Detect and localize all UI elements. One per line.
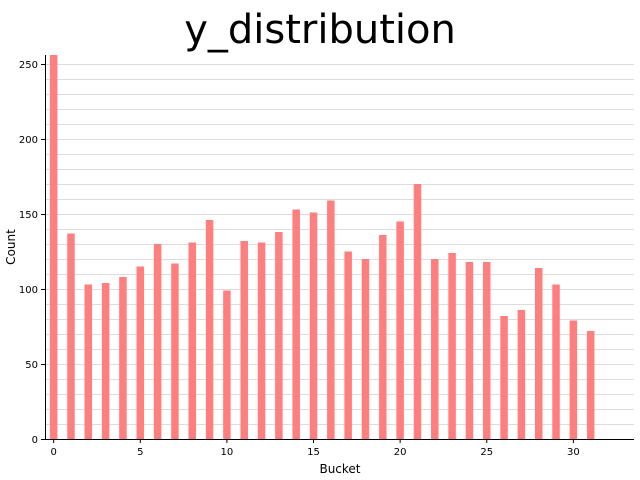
- bar-10: [223, 290, 231, 439]
- y-tick-label: 200: [19, 135, 38, 146]
- bar-4: [119, 277, 127, 439]
- x-tick-label: 0: [50, 447, 56, 458]
- x-tick-label: 25: [480, 447, 493, 458]
- x-axis-label: Bucket: [319, 462, 360, 476]
- bar-22: [431, 259, 439, 439]
- bar-27: [517, 310, 526, 439]
- x-tick-label: 15: [307, 447, 320, 458]
- bar-12: [257, 242, 266, 439]
- y-tick-label: 250: [19, 60, 38, 71]
- bar-17: [344, 251, 352, 439]
- bar-19: [379, 235, 387, 439]
- bar-9: [205, 220, 214, 439]
- y-axis-label: Count: [4, 229, 18, 265]
- bar-5: [136, 266, 145, 439]
- x-tick-label: 30: [567, 447, 580, 458]
- bar-26: [500, 316, 508, 439]
- bar-14: [292, 209, 300, 439]
- bar-20: [396, 221, 404, 439]
- chart-title: y_distribution: [184, 7, 456, 53]
- bar-24: [465, 262, 474, 439]
- bar-11: [240, 241, 248, 439]
- y-tick-label: 50: [25, 360, 38, 371]
- bar-29: [552, 284, 560, 439]
- bar-7: [171, 263, 179, 439]
- axes: [45, 55, 634, 440]
- bar-25: [483, 262, 491, 439]
- bar-28: [534, 268, 543, 439]
- y-ticks: 0 50 100 150 200 250: [19, 60, 45, 446]
- x-tick-label: 10: [221, 447, 234, 458]
- y-tick-label: 100: [19, 285, 38, 296]
- bar-8: [188, 242, 196, 439]
- bar-31: [586, 331, 595, 439]
- y-tick-label: 0: [32, 435, 38, 446]
- bar-21: [413, 184, 422, 439]
- x-tick-label: 5: [137, 447, 143, 458]
- y-tick-label: 150: [19, 210, 38, 221]
- bar-16: [327, 200, 335, 439]
- bar-0: [49, 55, 58, 439]
- bar-3: [101, 283, 110, 439]
- bar-13: [275, 232, 283, 439]
- bar-18: [361, 259, 370, 439]
- grid-lines: [45, 64, 634, 440]
- bar-15: [309, 212, 318, 439]
- bars: [49, 55, 595, 439]
- bar-23: [448, 253, 456, 439]
- bar-2: [84, 284, 93, 439]
- bar-6: [153, 244, 162, 439]
- bar-1: [67, 233, 75, 439]
- x-ticks: 0 5 10 15 20 25 30: [50, 439, 580, 458]
- x-tick-label: 20: [394, 447, 407, 458]
- bar-30: [569, 320, 578, 439]
